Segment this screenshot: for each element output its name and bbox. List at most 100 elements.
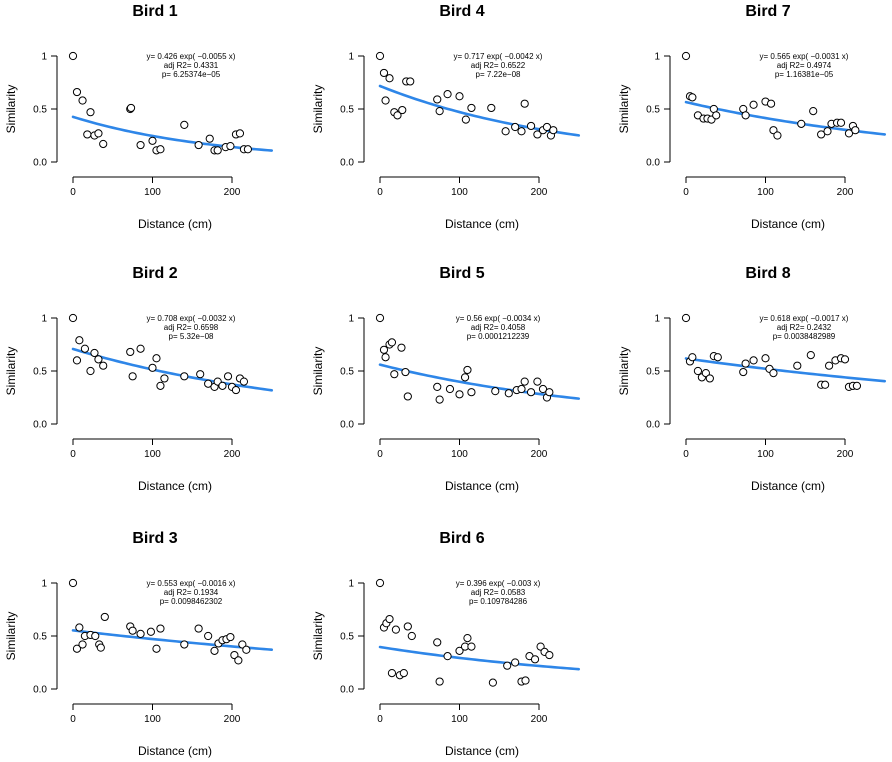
fit-annotation: p= 0.0038482989 — [773, 332, 836, 341]
x-tick-label: 100 — [757, 449, 774, 460]
x-tick-label: 100 — [451, 187, 468, 198]
fit-annotation: adj R2= 0.1934 — [164, 588, 219, 597]
y-tick-label: 0.0 — [33, 685, 47, 696]
data-point — [83, 130, 92, 139]
data-point — [156, 624, 165, 633]
data-point — [443, 90, 452, 99]
y-tick-label: 1 — [654, 52, 660, 63]
y-tick-label: 0.0 — [646, 158, 660, 169]
data-point — [852, 381, 862, 390]
data-point — [461, 115, 470, 124]
data-point — [455, 390, 464, 399]
x-tick-label: 0 — [683, 449, 689, 460]
data-point — [749, 100, 758, 109]
data-point — [94, 355, 103, 364]
data-point — [204, 631, 213, 641]
data-point — [526, 388, 536, 397]
panel-2: Bird 4 0.0 0.5 1 0 100 200 Distance (cm) Similar… — [311, 3, 581, 231]
data-point — [204, 379, 213, 388]
data-point — [152, 644, 161, 653]
data-point — [435, 677, 444, 686]
data-point — [223, 372, 233, 381]
data-point — [385, 74, 394, 83]
data-point — [533, 377, 542, 386]
data-point — [385, 614, 394, 624]
data-point — [226, 142, 235, 151]
fit-annotation: p= 0.109784286 — [469, 597, 528, 606]
data-point — [375, 313, 385, 323]
y-tick-label: 0.5 — [646, 367, 660, 378]
data-point — [403, 392, 412, 401]
y-axis-title: Similarity — [617, 85, 631, 134]
data-point — [80, 344, 90, 353]
data-point — [773, 131, 782, 140]
data-point — [809, 107, 818, 116]
data-point — [533, 130, 542, 139]
x-tick-label: 0 — [377, 187, 383, 198]
data-point — [545, 388, 554, 397]
data-point — [467, 642, 476, 651]
data-point — [180, 372, 189, 381]
y-tick-label: 0.5 — [340, 632, 354, 643]
data-point — [391, 625, 400, 634]
data-point — [75, 623, 84, 632]
data-point — [78, 96, 87, 105]
data-point — [793, 361, 802, 370]
chart-title: Bird 5 — [439, 265, 484, 282]
data-point — [538, 384, 548, 394]
data-point — [688, 353, 697, 362]
y-tick-label: 1 — [348, 52, 354, 63]
x-tick-label: 200 — [531, 714, 548, 725]
fit-annotation: p= 0.0001212239 — [467, 332, 530, 341]
data-point — [460, 373, 470, 382]
data-point — [467, 388, 476, 397]
data-point — [128, 372, 137, 381]
data-point — [455, 646, 464, 655]
data-point — [86, 366, 95, 376]
data-point — [180, 640, 189, 649]
fit-curve — [71, 347, 274, 392]
data-point — [99, 139, 108, 149]
y-tick-label: 0.0 — [340, 685, 354, 696]
y-tick-label: 1 — [41, 52, 47, 63]
y-tick-label: 0.0 — [646, 420, 660, 431]
data-point — [467, 103, 476, 113]
data-point — [545, 650, 554, 660]
data-point — [136, 344, 145, 353]
x-tick-label: 0 — [70, 714, 76, 725]
data-point — [375, 578, 385, 588]
x-tick-label: 0 — [377, 714, 383, 725]
data-point — [681, 51, 691, 61]
data-point — [399, 669, 408, 678]
x-tick-label: 200 — [224, 714, 241, 725]
data-point — [148, 136, 157, 145]
data-point — [75, 336, 84, 345]
y-axis-title: Similarity — [4, 347, 18, 396]
data-point — [194, 624, 203, 633]
data-point — [72, 644, 82, 653]
fit-curve — [378, 645, 581, 671]
y-tick-label: 0.0 — [340, 420, 354, 431]
data-point — [407, 631, 416, 641]
data-point — [401, 367, 410, 377]
data-point — [705, 374, 714, 383]
y-tick-label: 1 — [348, 314, 354, 325]
chart-title: Bird 6 — [439, 530, 484, 547]
data-point — [94, 129, 103, 138]
data-point — [160, 374, 169, 383]
data-point — [511, 658, 520, 667]
data-point — [821, 380, 830, 389]
fit-curve — [684, 357, 887, 383]
y-tick-label: 0.5 — [33, 367, 47, 378]
x-axis-title: Distance (cm) — [138, 744, 212, 758]
chart-title: Bird 1 — [132, 3, 177, 20]
x-tick-label: 200 — [224, 449, 241, 460]
data-point — [136, 140, 145, 150]
data-point — [741, 359, 750, 368]
data-point — [238, 640, 247, 649]
fit-annotation: adj R2= 0.2432 — [777, 323, 832, 332]
data-point — [536, 642, 545, 651]
data-point — [397, 343, 406, 352]
panel-8: Bird 6 0.0 0.5 1 0 100 200 Distance (cm) Similar… — [311, 530, 581, 758]
